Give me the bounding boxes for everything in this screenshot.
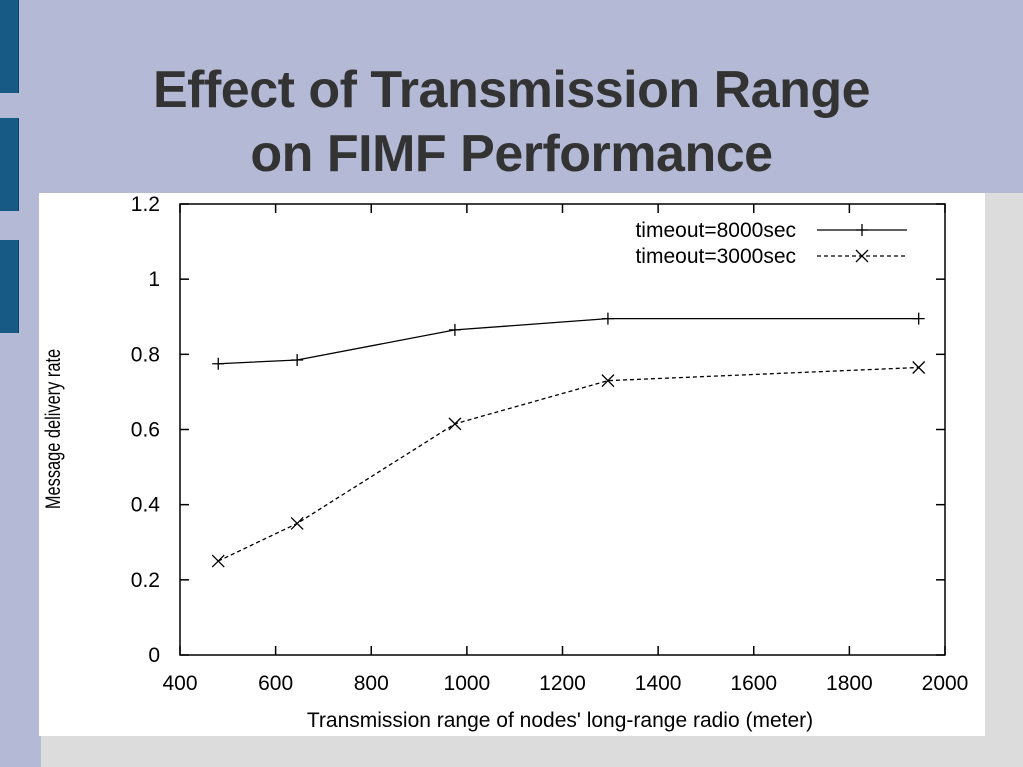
x-tick-label: 1000 [444, 672, 491, 695]
data-point-2 [211, 554, 225, 568]
data-point-2 [601, 374, 615, 388]
y-tick-label: 0.4 [131, 494, 161, 517]
y-tick-label: 0.6 [131, 419, 160, 442]
series-line-2 [217, 366, 919, 562]
legend: timeout=8000sec timeout=3000sec [635, 219, 907, 268]
legend-marker-1 [856, 224, 868, 236]
right-panel [985, 193, 1023, 736]
series-line-1 [218, 317, 919, 365]
y-tick-label: 1.2 [131, 193, 160, 216]
x-tick-label: 400 [162, 672, 197, 695]
y-tick-label: 0.2 [131, 569, 160, 592]
data-point-2 [290, 516, 304, 530]
legend-label-1: timeout=8000sec [635, 219, 796, 242]
y-tick-label: 1 [148, 268, 160, 291]
bottom-panel [41, 736, 1023, 767]
data-point-2 [912, 361, 926, 374]
series-2 [211, 361, 926, 568]
data-point-1 [912, 312, 925, 325]
slide-tab-1 [0, 0, 19, 93]
slide-tab-2 [0, 118, 19, 211]
series-1 [212, 312, 925, 370]
slide-title: Effect of Transmission Range on FIMF Per… [0, 58, 1023, 186]
x-tick-label: 2000 [922, 672, 969, 695]
data-point-2 [448, 417, 462, 431]
axis-ticks: 400 600 800 1000 1200 1400 1600 1800 2000 0 0.2 0.4… [131, 193, 969, 695]
plot-frame [179, 203, 946, 656]
slide-tab-3 [0, 240, 19, 333]
slide-title-line-2: on FIMF Performance [250, 125, 773, 183]
data-point-1 [448, 323, 461, 336]
legend-marker-2 [855, 249, 869, 263]
data-point-1 [291, 353, 304, 366]
x-tick-label: 1600 [730, 672, 777, 695]
y-tick-label: 0.8 [131, 343, 160, 366]
x-tick-label: 1800 [826, 672, 873, 695]
line-chart: 400 600 800 1000 1200 1400 1600 1800 2000 0 0.2 0.4… [41, 193, 969, 732]
y-tick-label: 0 [148, 644, 160, 667]
x-tick-label: 1200 [539, 672, 586, 695]
data-point-1 [212, 357, 225, 370]
y-axis-label: Message delivery rate [41, 349, 64, 509]
slide-title-line-1: Effect of Transmission Range [152, 61, 871, 119]
data-point-1 [601, 312, 614, 325]
x-tick-label: 600 [258, 672, 293, 695]
chart-panel: 400 600 800 1000 1200 1400 1600 1800 2000 0 0.2 0.4… [39, 193, 985, 736]
x-tick-label: 1400 [635, 672, 682, 695]
x-axis-label: Transmission range of nodes' long-range … [307, 709, 813, 732]
legend-label-2: timeout=3000sec [635, 245, 796, 268]
x-tick-label: 800 [354, 672, 389, 695]
series-group [211, 312, 926, 568]
